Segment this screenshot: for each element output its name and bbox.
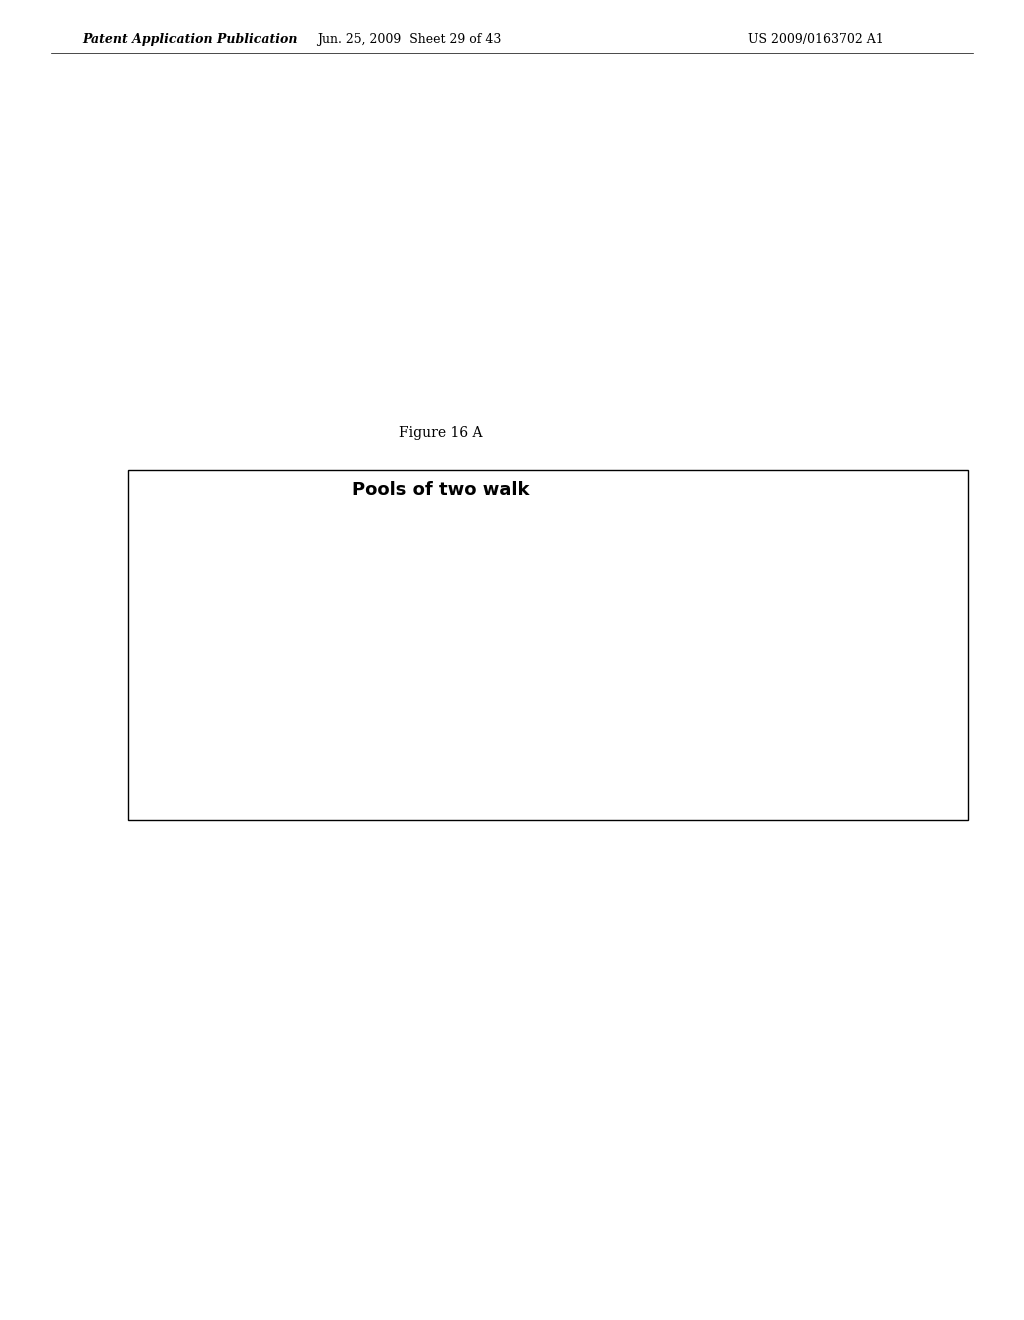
Bar — [227, 803, 233, 807]
Bar — [897, 804, 903, 807]
Bar — [677, 804, 683, 807]
Bar — [693, 803, 698, 807]
Bar — [872, 804, 879, 807]
Bar — [497, 803, 503, 807]
Bar — [383, 804, 389, 807]
Bar — [293, 804, 299, 807]
Bar — [440, 803, 446, 807]
Text: US 2009/0163702 A1: US 2009/0163702 A1 — [748, 33, 884, 46]
Bar — [774, 804, 780, 807]
Bar — [211, 804, 217, 807]
Bar — [187, 799, 194, 807]
Bar — [938, 746, 943, 807]
Bar — [628, 803, 634, 807]
Bar — [529, 804, 536, 807]
Bar — [252, 803, 258, 807]
Bar — [562, 804, 568, 807]
Bar — [930, 750, 936, 807]
Bar — [603, 804, 609, 807]
Bar — [953, 804, 959, 807]
Bar — [236, 804, 242, 807]
Bar — [587, 804, 593, 807]
Bar — [725, 804, 731, 807]
Bar — [449, 804, 454, 807]
Bar — [620, 804, 626, 807]
Text: Pools of two walk: Pools of two walk — [351, 480, 529, 499]
Bar — [889, 804, 895, 807]
Bar — [750, 803, 756, 807]
Bar — [505, 804, 511, 807]
Bar — [513, 799, 519, 807]
Bar — [546, 804, 552, 807]
Bar — [285, 804, 291, 807]
Bar — [399, 800, 406, 807]
Bar — [807, 804, 813, 807]
Text: Patent Application Publication: Patent Application Publication — [82, 33, 297, 46]
Bar — [644, 804, 650, 807]
Bar — [472, 804, 478, 807]
Bar — [334, 804, 340, 807]
Bar — [570, 804, 577, 807]
Bar — [538, 804, 544, 807]
Bar — [317, 804, 324, 807]
Bar — [733, 804, 739, 807]
Bar — [652, 803, 658, 807]
Bar — [196, 803, 202, 807]
Bar — [268, 804, 274, 807]
Bar — [791, 804, 797, 807]
Bar — [244, 682, 250, 807]
Bar — [815, 803, 821, 807]
Bar — [758, 713, 764, 807]
Bar — [913, 726, 920, 807]
Bar — [881, 742, 887, 807]
Bar — [456, 804, 462, 807]
Bar — [301, 803, 307, 807]
Text: Figure 16 A: Figure 16 A — [398, 426, 482, 440]
Bar — [636, 804, 642, 807]
Bar — [488, 803, 495, 807]
Bar — [432, 803, 438, 807]
Bar — [375, 803, 381, 807]
Bar — [823, 804, 829, 807]
Bar — [905, 721, 911, 807]
Bar — [709, 804, 715, 807]
Text: Jun. 25, 2009  Sheet 29 of 43: Jun. 25, 2009 Sheet 29 of 43 — [317, 33, 502, 46]
Bar — [864, 804, 870, 807]
Bar — [408, 803, 414, 807]
Bar — [367, 804, 373, 807]
Bar — [922, 730, 928, 807]
Bar — [717, 804, 723, 807]
Bar — [660, 804, 667, 807]
Bar — [350, 800, 356, 807]
Bar — [741, 804, 748, 807]
Bar — [685, 804, 691, 807]
Bar — [416, 804, 422, 807]
Bar — [700, 803, 707, 807]
Bar — [766, 804, 772, 807]
Bar — [204, 803, 209, 807]
Bar — [945, 590, 951, 807]
Bar — [424, 804, 430, 807]
Bar — [595, 804, 601, 807]
Bar — [309, 804, 315, 807]
Bar — [856, 804, 862, 807]
Bar — [358, 804, 365, 807]
Y-axis label: % Expression: % Expression — [142, 644, 153, 718]
Bar — [480, 800, 486, 807]
Bar — [391, 804, 397, 807]
Bar — [782, 804, 788, 807]
Bar — [260, 804, 266, 807]
Bar — [848, 804, 854, 807]
